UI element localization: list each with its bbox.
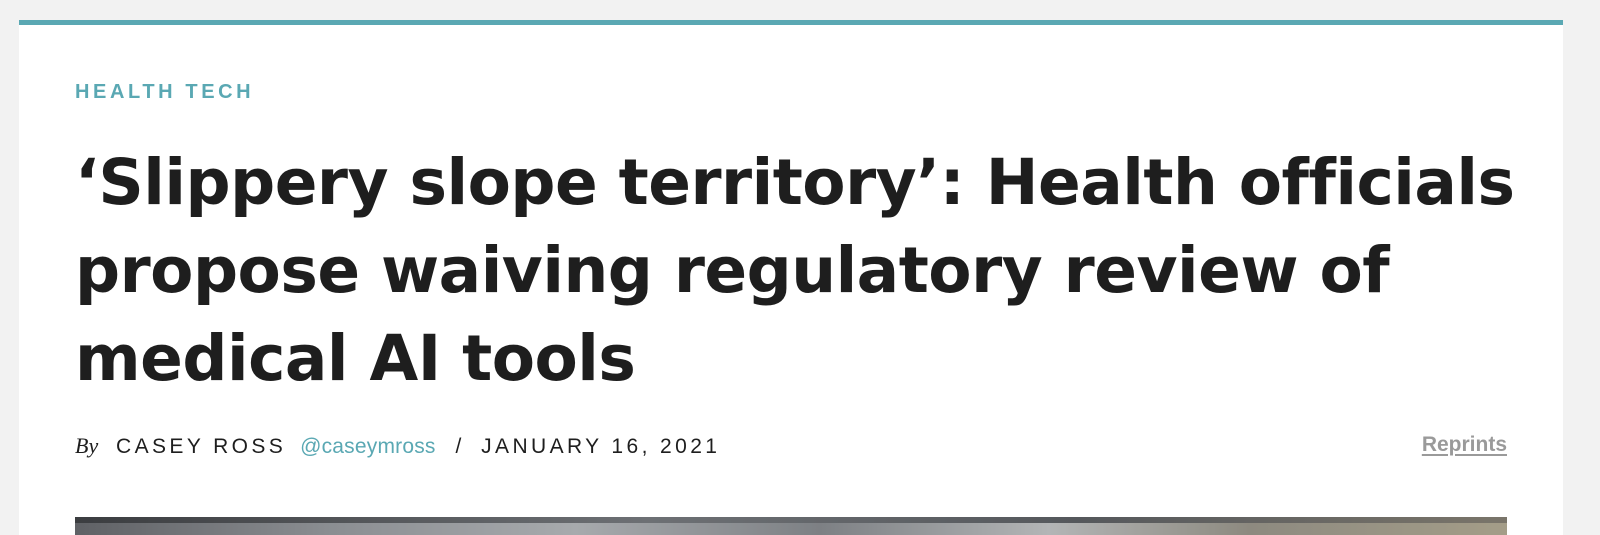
author-twitter-handle[interactable]: @caseymross xyxy=(300,435,436,458)
publish-date: JANUARY 16, 2021 xyxy=(481,435,721,458)
byline-separator: / xyxy=(455,435,462,458)
hero-image xyxy=(75,517,1507,535)
byline-prefix: By xyxy=(75,433,99,458)
article-headline: ‘Slippery slope territory’: Health offic… xyxy=(75,146,1515,395)
article-card: HEALTH TECH ‘Slippery slope territory’: … xyxy=(19,20,1563,535)
byline: By CASEY ROSS @caseymross / JANUARY 16, … xyxy=(75,433,1507,461)
reprints-link[interactable]: Reprints xyxy=(1421,433,1507,456)
category-link[interactable]: HEALTH TECH xyxy=(75,81,255,103)
author-link[interactable]: CASEY ROSS xyxy=(116,435,287,458)
